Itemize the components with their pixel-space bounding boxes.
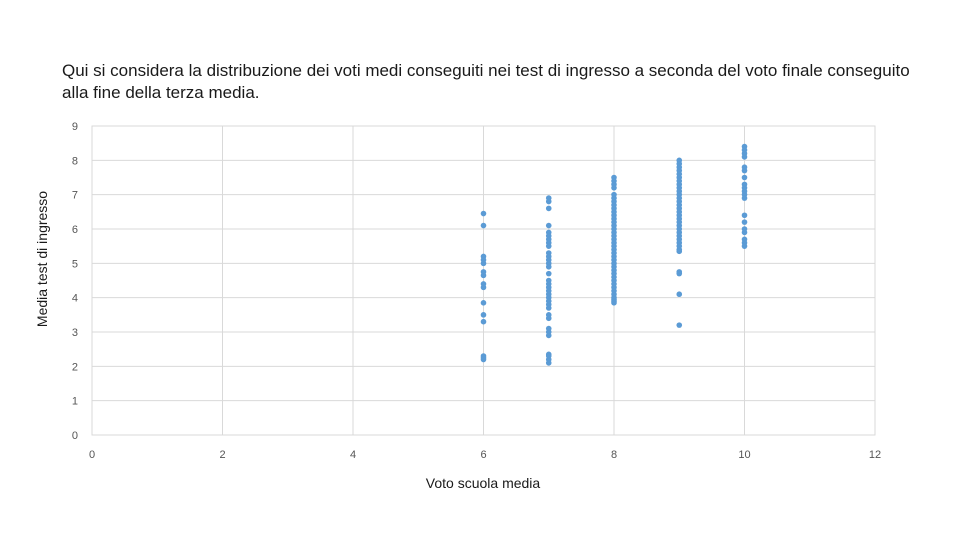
data-point: [480, 222, 487, 229]
x-tick-label: 4: [350, 449, 356, 461]
data-point: [480, 300, 487, 306]
data-point: [480, 356, 487, 363]
y-tick-label: 8: [72, 155, 78, 167]
data-point: [676, 270, 683, 277]
data-point: [545, 205, 552, 212]
data-point: [676, 291, 683, 298]
y-tick-label: 2: [72, 361, 78, 373]
data-point: [741, 195, 748, 201]
data-point: [480, 260, 487, 267]
y-tick-label: 9: [72, 121, 78, 133]
y-tick-label: 4: [72, 293, 78, 305]
data-point: [545, 243, 552, 249]
data-point: [480, 272, 487, 279]
data-point: [545, 305, 552, 311]
x-tick-label: 0: [89, 449, 95, 461]
data-point: [545, 222, 552, 229]
x-tick-label: 12: [869, 449, 881, 461]
data-point: [741, 219, 748, 225]
data-point: [611, 300, 617, 306]
data-point: [480, 318, 487, 325]
data-points: [480, 143, 748, 366]
slide-title: Qui si considera la distribuzione dei vo…: [62, 61, 910, 102]
data-point: [741, 229, 748, 236]
x-axis-title: Voto scuola media: [426, 475, 541, 491]
y-tick-label: 0: [72, 430, 78, 442]
x-tick-label: 2: [219, 449, 225, 461]
data-point: [611, 185, 617, 191]
y-tick-label: 1: [72, 396, 78, 408]
data-point: [676, 248, 683, 255]
data-point: [741, 167, 748, 174]
data-point: [741, 243, 748, 249]
data-point: [741, 154, 748, 160]
data-point: [545, 360, 552, 366]
y-tick-label: 7: [72, 190, 78, 202]
data-point: [741, 212, 748, 219]
data-point: [480, 312, 487, 318]
data-point: [545, 198, 552, 205]
x-tick-label: 10: [738, 449, 750, 461]
y-tick-label: 3: [72, 327, 78, 339]
data-point: [545, 270, 552, 277]
y-tick-label: 6: [72, 224, 78, 236]
data-point: [676, 322, 683, 328]
grid-layer: [91, 125, 876, 436]
data-point: [480, 210, 487, 217]
data-point: [480, 284, 487, 291]
data-point: [545, 263, 552, 270]
data-point: [741, 174, 748, 181]
x-tick-label: 8: [611, 449, 617, 461]
data-point: [545, 315, 552, 322]
data-point: [545, 332, 552, 339]
x-tick-label: 6: [480, 449, 486, 461]
y-axis-title: Media test di ingresso: [34, 191, 50, 327]
y-tick-label: 5: [72, 258, 78, 270]
